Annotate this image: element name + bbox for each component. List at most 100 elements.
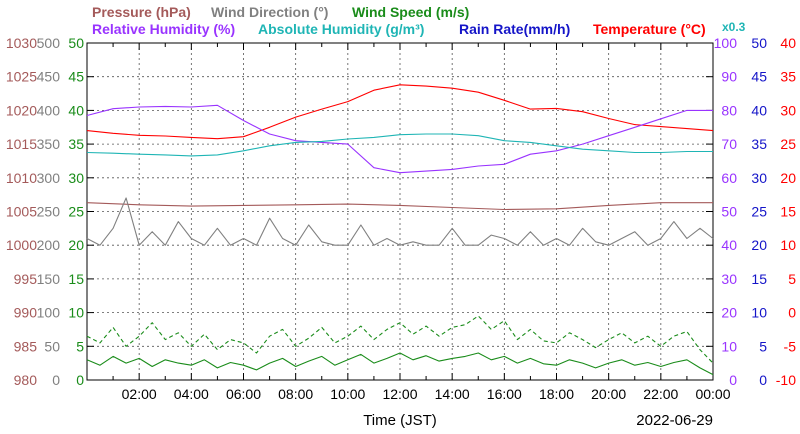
- rain-rate-tick-label: 35: [751, 136, 767, 152]
- relative-humidity-tick-label: 70: [721, 136, 737, 152]
- temperature-tick-label: 0: [788, 305, 796, 321]
- temperature-tick-label: -5: [784, 338, 797, 354]
- x-tick-label: 06:00: [226, 386, 261, 402]
- wind-speed-tick-label: 15: [68, 271, 84, 287]
- relative-humidity-tick-label: 0: [729, 372, 737, 388]
- wind-direction-tick-label: 400: [37, 102, 61, 118]
- legend-wind-speed: Wind Speed (m/s): [352, 4, 469, 20]
- pressure-tick-label: 1015: [6, 136, 37, 152]
- relative-humidity-tick-label: 90: [721, 69, 737, 85]
- series-layer: [86, 84, 714, 376]
- wind-speed-tick-label: 5: [76, 338, 84, 354]
- x-tick-label: 08:00: [278, 386, 313, 402]
- left-axes: 9809859909951000100510101015102010251030…: [6, 35, 84, 388]
- relative-humidity-tick-label: 30: [721, 271, 737, 287]
- x-axis-title: Time (JST): [363, 412, 437, 429]
- temperature-tick-label: 25: [780, 136, 796, 152]
- pressure-tick-label: 985: [14, 338, 38, 354]
- wind-direction-tick-label: 350: [37, 136, 61, 152]
- relative-humidity-tick-label: 100: [714, 35, 738, 51]
- wind-speed-tick-label: 50: [68, 35, 84, 51]
- x-axis: 02:00 04:00 06:00 08:00 10:00 12:00 14:00 16:00…: [122, 386, 731, 402]
- temperature-tick-label: 5: [788, 271, 796, 287]
- pressure-tick-label: 1025: [6, 69, 37, 85]
- axis-ticks: [87, 43, 713, 380]
- series-line-wind-speed: [86, 352, 714, 376]
- relative-humidity-tick-label: 80: [721, 102, 737, 118]
- legend-pressure: Pressure (hPa): [92, 4, 191, 20]
- rain-rate-tick-label: 45: [751, 69, 767, 85]
- pressure-tick-label: 1010: [6, 170, 37, 186]
- wind-speed-tick-label: 45: [68, 69, 84, 85]
- x-tick-label: 00:00: [695, 386, 730, 402]
- series-line-relative-humidity: [86, 104, 713, 174]
- wind-direction-tick-label: 50: [44, 338, 60, 354]
- right-axes: 0102030405060708090100051015202530354045…: [714, 35, 797, 388]
- rain-rate-tick-label: 30: [751, 170, 767, 186]
- series-line-pressure: [86, 202, 713, 211]
- wind-direction-tick-label: 450: [37, 69, 61, 85]
- relative-humidity-tick-label: 20: [721, 305, 737, 321]
- wind-direction-tick-label: 0: [52, 372, 60, 388]
- rain-rate-tick-label: 20: [751, 237, 767, 253]
- wind-speed-tick-label: 25: [68, 204, 84, 220]
- pressure-tick-label: 1030: [6, 35, 37, 51]
- wind-speed-tick-label: 40: [68, 102, 84, 118]
- wind-speed-tick-label: 10: [68, 305, 84, 321]
- wind-direction-tick-label: 300: [37, 170, 61, 186]
- relative-humidity-tick-label: 60: [721, 170, 737, 186]
- multiplier-label: x0.3: [722, 20, 746, 34]
- legend-temperature: Temperature (°C): [593, 21, 706, 37]
- rain-rate-tick-label: 50: [751, 35, 767, 51]
- rain-rate-tick-label: 40: [751, 102, 767, 118]
- grid: [87, 43, 713, 380]
- x-tick-label: 14:00: [435, 386, 470, 402]
- wind-speed-tick-label: 30: [68, 170, 84, 186]
- wind-direction-tick-label: 150: [37, 271, 61, 287]
- x-tick-label: 02:00: [122, 386, 157, 402]
- legend-absolute-humidity: Absolute Humidity (g/m³): [258, 21, 424, 37]
- series-line-wind-gust: [86, 315, 714, 364]
- pressure-tick-label: 990: [14, 305, 38, 321]
- x-tick-label: 04:00: [174, 386, 209, 402]
- series-line-absolute-humidity: [86, 133, 713, 157]
- pressure-tick-label: 1020: [6, 102, 37, 118]
- x-tick-label: 16:00: [487, 386, 522, 402]
- x-tick-label: 10:00: [330, 386, 365, 402]
- temperature-tick-label: 20: [780, 170, 796, 186]
- x-tick-label: 22:00: [643, 386, 678, 402]
- wind-speed-tick-label: 35: [68, 136, 84, 152]
- rain-rate-tick-label: 10: [751, 305, 767, 321]
- wind-direction-tick-label: 200: [37, 237, 61, 253]
- wind-direction-tick-label: 250: [37, 204, 61, 220]
- x-tick-label: 12:00: [382, 386, 417, 402]
- legend-relative-humidity: Relative Humidity (%): [92, 21, 235, 37]
- legend-rain-rate: Rain Rate(mm/h): [459, 21, 570, 37]
- legend-wind-direction: Wind Direction (°): [211, 4, 328, 20]
- pressure-tick-label: 1000: [6, 237, 37, 253]
- temperature-tick-label: 40: [780, 35, 796, 51]
- series-line-temperature: [86, 84, 714, 140]
- pressure-tick-label: 980: [14, 372, 38, 388]
- wind-speed-tick-label: 20: [68, 237, 84, 253]
- temperature-tick-label: 35: [780, 69, 796, 85]
- wind-direction-tick-label: 500: [37, 35, 61, 51]
- temperature-tick-label: 15: [780, 204, 796, 220]
- relative-humidity-tick-label: 10: [721, 338, 737, 354]
- wind-direction-tick-label: 100: [37, 305, 61, 321]
- temperature-tick-label: -10: [776, 372, 796, 388]
- pressure-tick-label: 995: [14, 271, 38, 287]
- x-tick-label: 18:00: [539, 386, 574, 402]
- wind-speed-tick-label: 0: [76, 372, 84, 388]
- relative-humidity-tick-label: 50: [721, 204, 737, 220]
- rain-rate-tick-label: 0: [759, 372, 767, 388]
- x-tick-label: 20:00: [591, 386, 626, 402]
- temperature-tick-label: 10: [780, 237, 796, 253]
- pressure-tick-label: 1005: [6, 204, 37, 220]
- series-line-wind-direction: [86, 197, 714, 246]
- rain-rate-tick-label: 15: [751, 271, 767, 287]
- relative-humidity-tick-label: 40: [721, 237, 737, 253]
- rain-rate-tick-label: 25: [751, 204, 767, 220]
- rain-rate-tick-label: 5: [759, 338, 767, 354]
